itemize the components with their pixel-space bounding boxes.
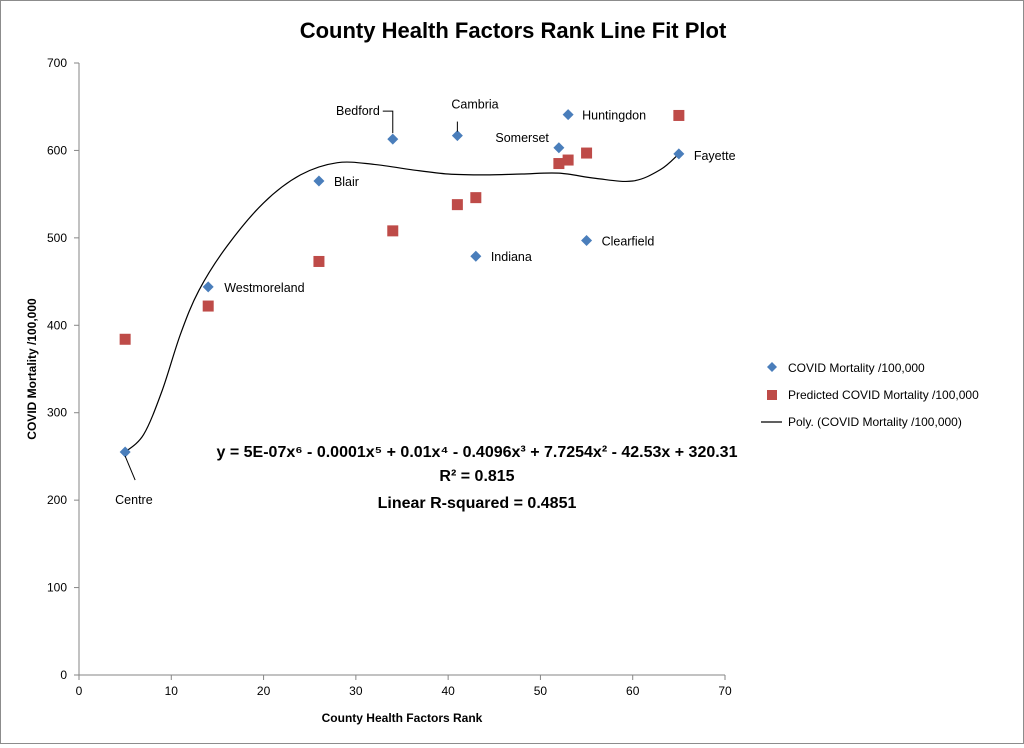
covid-mortality-point [313,175,325,187]
covid-mortality-point [202,281,214,293]
point-label: Centre [115,493,153,507]
covid-mortality-point [470,250,482,262]
legend-label: Poly. (COVID Mortality /100,000) [788,415,962,429]
predicted-point [553,158,565,170]
chart-title: County Health Factors Rank Line Fit Plot [300,18,727,43]
covid-mortality-point [581,234,593,246]
predicted-point [313,255,325,267]
trendline-equation: y = 5E-07x⁶ - 0.0001x⁵ + 0.01x⁴ - 0.4096… [217,444,738,461]
x-tick-label: 30 [349,684,363,698]
predicted-point [470,192,482,204]
legend-diamond-icon [767,362,777,372]
point-label: Bedford [336,104,380,118]
point-label-leader [382,110,394,134]
legend-label: COVID Mortality /100,000 [788,361,925,375]
legend-square-icon [767,390,777,400]
point-label: Somerset [495,131,549,145]
predicted-point [581,147,593,159]
covid-mortality-point [451,130,463,142]
legend-item-poly-trend: Poly. (COVID Mortality /100,000) [761,415,962,429]
point-label: Huntingdon [582,109,646,123]
covid-mortality-point [387,133,399,145]
predicted-point [387,225,399,237]
y-tick-label: 100 [47,581,67,595]
points-layer [119,109,685,458]
x-tick-label: 20 [257,684,271,698]
trendline-layer [124,153,680,453]
y-tick-label: 600 [47,143,67,157]
legend-item-predicted: Predicted COVID Mortality /100,000 [767,388,979,402]
y-tick-label: 500 [47,231,67,245]
point-label-leader [124,455,136,481]
point-labels-layer: Centre Westmoreland Blair Bedford Cambria Ind… [115,98,735,507]
point-label: Blair [334,175,359,189]
x-tick-label: 40 [441,684,455,698]
x-tick-label: 0 [76,684,83,698]
x-tick-label: 60 [626,684,640,698]
y-tick-label: 400 [47,318,67,332]
y-tick-label: 0 [60,668,67,682]
y-tick-label: 700 [47,56,67,70]
legend-label: Predicted COVID Mortality /100,000 [788,388,979,402]
point-label: Indiana [491,250,532,264]
point-label: Clearfield [602,234,655,248]
y-tick-label: 300 [47,406,67,420]
point-label: Fayette [694,149,736,163]
point-label: Westmoreland [224,281,304,295]
predicted-point [202,300,214,312]
predicted-point [451,199,463,211]
predicted-point [119,333,131,345]
x-axis-title: County Health Factors Rank [322,711,483,725]
y-tick-label: 200 [47,493,67,507]
covid-mortality-point [119,446,131,458]
predicted-point [673,109,685,121]
y-axis-title: COVID Mortality /100,000 [25,298,39,440]
poly-trendline [124,153,680,453]
predicted-point [562,154,574,166]
x-tick-label: 50 [534,684,548,698]
linear-r-squared: Linear R-squared = 0.4851 [378,495,577,512]
covid-mortality-point [553,142,565,154]
point-label: Cambria [451,98,498,112]
legend: COVID Mortality /100,000 Predicted COVID… [761,361,979,429]
x-tick-label: 10 [165,684,179,698]
covid-mortality-point [562,109,574,121]
covid-mortality-point [673,148,685,160]
x-tick-label: 70 [718,684,732,698]
legend-item-covid-mortality: COVID Mortality /100,000 [767,361,925,375]
r-squared: R² = 0.815 [439,468,514,485]
